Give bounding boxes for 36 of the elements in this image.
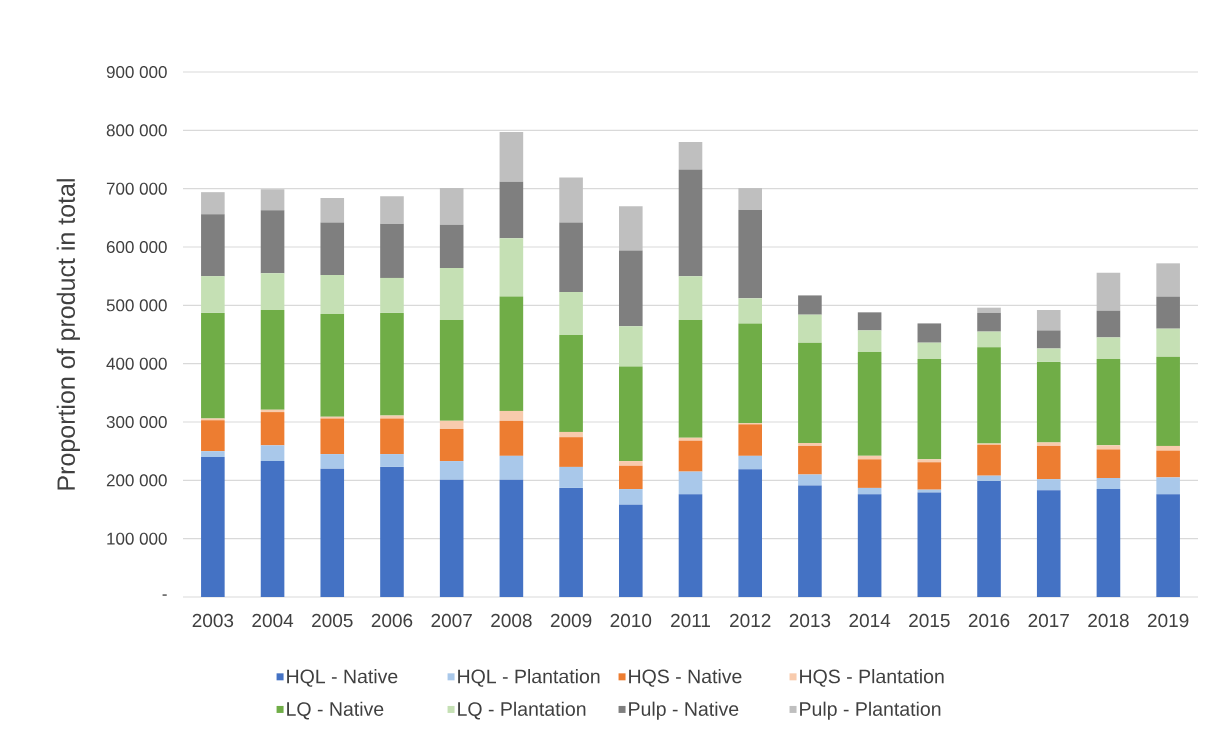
legend-label: HQL - Native xyxy=(287,669,398,687)
x-tick-label: 2005 xyxy=(312,613,353,628)
x-tick-label: 2007 xyxy=(431,613,472,628)
legend-label: Pulp - Plantation xyxy=(800,701,941,720)
y-tick-label: 300 000 xyxy=(106,415,167,429)
x-tick-label: 2017 xyxy=(1028,613,1069,628)
y-tick-label: 500 000 xyxy=(106,299,167,312)
y-tick-label: 100 000 xyxy=(107,532,167,545)
x-tick-label: 2012 xyxy=(730,613,771,628)
y-tick-label: - xyxy=(162,594,167,596)
y-axis-title: Proportion of product in total xyxy=(56,179,80,490)
x-tick-label: 2019 xyxy=(1147,613,1189,628)
x-tick-label: 2016 xyxy=(968,613,1010,628)
x-tick-label: 2013 xyxy=(789,613,831,628)
x-tick-label: 2018 xyxy=(1088,613,1129,628)
legend-label: HQS - Plantation xyxy=(800,669,944,687)
legend-label: LQ - Native xyxy=(287,701,384,720)
x-tick-label: 2008 xyxy=(491,613,532,628)
y-tick-label: 700 000 xyxy=(106,182,167,195)
y-tick-label: 600 000 xyxy=(106,240,167,254)
x-tick-label: 2011 xyxy=(671,613,710,628)
y-tick-label: 200 000 xyxy=(106,474,167,487)
x-tick-label: 2015 xyxy=(909,613,950,628)
x-tick-label: 2006 xyxy=(371,613,413,628)
x-tick-label: 2004 xyxy=(252,613,294,628)
x-tick-label: 2003 xyxy=(192,613,234,628)
x-tick-label: 2014 xyxy=(849,613,891,628)
y-tick-label: 900 000 xyxy=(106,65,167,79)
legend-label: HQS - Native xyxy=(629,669,742,687)
y-tick-label: 800 000 xyxy=(106,124,167,137)
legend-label: LQ - Plantation xyxy=(458,701,586,720)
legend-label: Pulp - Native xyxy=(629,701,739,720)
x-tick-label: 2009 xyxy=(550,613,592,628)
x-tick-label: 2010 xyxy=(610,613,652,628)
legend-label: HQL - Plantation xyxy=(458,669,600,687)
y-tick-label: 400 000 xyxy=(106,357,167,370)
